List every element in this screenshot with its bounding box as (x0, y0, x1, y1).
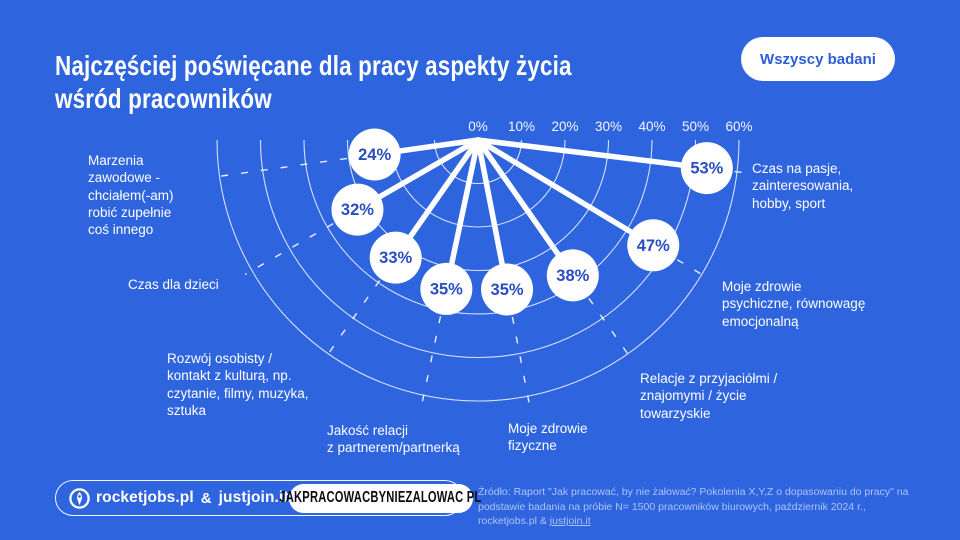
chart-label-pasje: Czas na pasje, zainteresowania, hobby, s… (752, 161, 854, 211)
chart-label-jakosc-relacji: Jakość relacji z partnerem/partnerką (327, 423, 460, 456)
brand-ampersand: & (200, 489, 212, 507)
data-point-circle (331, 183, 384, 236)
campaign-domain-badge[interactable]: JAKPRACOWACBYNIEZALOWAC PL (280, 483, 481, 513)
data-point-value: 35% (430, 280, 463, 298)
value-ray (475, 137, 710, 171)
value-ray (475, 137, 576, 279)
data-point-circle (546, 249, 599, 302)
chart-label-rozwoj-osobisty: Rozwój osobisty / kontakt z kulturą, np.… (167, 351, 309, 418)
grid-arc (216, 139, 740, 402)
page-title: Najczęściej poświęcane dla pracy aspekty… (55, 49, 572, 114)
axis-tick-label: 20% (551, 119, 578, 134)
ray-dashed-extension (676, 259, 709, 280)
ray-dashed-extension (511, 316, 531, 405)
axis-tick-label: 60% (725, 119, 752, 134)
data-point-circle (369, 231, 422, 284)
axis-tick-label: 40% (638, 119, 665, 134)
data-point-value: 35% (491, 281, 524, 299)
grid-arc (433, 139, 523, 184)
grid-arc (390, 139, 566, 228)
source-justjoin-link[interactable]: justjoin.it (549, 515, 591, 528)
data-point-value: 53% (690, 160, 723, 178)
data-point-value: 32% (341, 201, 374, 219)
source-note-line2: badania na próbie N= 1500 pracowników bi… (478, 500, 866, 528)
chart-label-zdrowie-fizyczne: Moje zdrowie fizyczne (508, 421, 588, 454)
rocketjobs-logo-icon (69, 487, 90, 509)
ray-dashed-extension (588, 297, 633, 361)
chart-label-zdrowie-psychiczne: Moje zdrowie psychiczne, równowagę emocj… (722, 279, 866, 329)
axis-tick-label: 10% (508, 119, 535, 134)
ray-dashed-extension (421, 316, 442, 404)
grid-arc (303, 139, 653, 315)
data-point-circle (481, 263, 534, 316)
source-note-line1: Źródło: Raport "Jak pracować, by nie żał… (478, 486, 909, 513)
data-point-value: 24% (358, 146, 391, 164)
all-respondents-filter-button[interactable]: Wszyscy badani (741, 37, 895, 81)
data-point-value: 47% (637, 237, 670, 255)
axis-tick-label: 50% (682, 119, 709, 134)
data-point-circle (348, 128, 401, 181)
chart-label-relacje: Relacje z przyjaciółmi / znajomymi / życ… (640, 371, 778, 421)
ray-dashed-extension (323, 280, 381, 361)
data-point-circle (420, 262, 473, 315)
source-note: Źródło: Raport "Jak pracować, by nie żał… (478, 485, 923, 529)
campaign-domain-badge-label: JAKPRACOWACBYNIEZALOWAC PL (279, 489, 482, 506)
data-point-value: 33% (379, 249, 412, 267)
chart-label-marzenia-zawodowe: Marzenia zawodowe - chciałem(-am) robić … (88, 153, 174, 238)
ray-dashed-extension (244, 222, 334, 276)
brand-justjoin[interactable]: justjoin.it (218, 489, 289, 506)
data-point-circle (627, 219, 680, 272)
chart-label-czas-dla-dzieci: Czas dla dzieci (128, 277, 219, 292)
data-point-value: 38% (556, 267, 589, 285)
value-ray (475, 137, 656, 249)
axis-tick-label: 30% (595, 119, 622, 134)
brand-rocketjobs[interactable]: rocketjobs.pl (96, 489, 194, 506)
ray-dashed-extension (211, 157, 347, 179)
brand-bar: rocketjobs.pl & justjoin.it JAKPRACOWACB… (55, 480, 481, 516)
ray-dashed-extension (734, 170, 746, 174)
data-point-circle (680, 142, 733, 195)
axis-tick-label: 0% (468, 119, 488, 134)
